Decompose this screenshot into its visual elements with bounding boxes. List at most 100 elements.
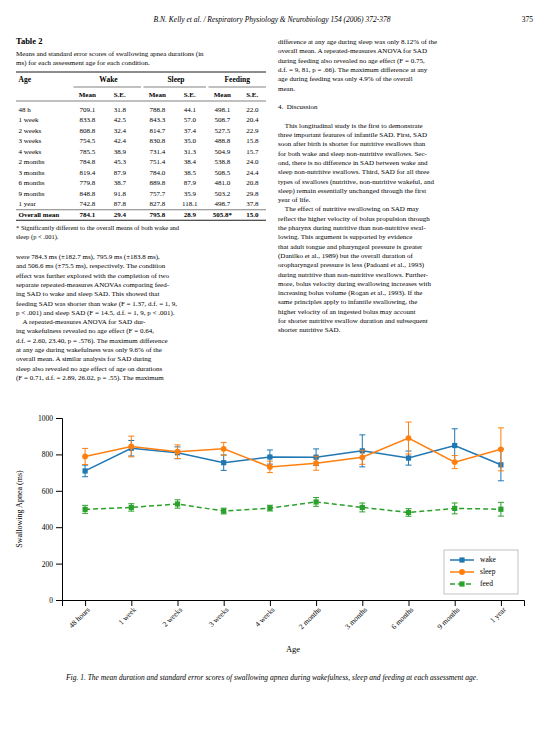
table-cell: 118.1 — [182, 200, 198, 208]
point — [406, 435, 412, 441]
text-line: d.f. = 2.60, 23.40, p = .576). The maxim… — [16, 337, 168, 345]
point — [314, 499, 319, 504]
text-line: ond, there is no difference in SAD betwe… — [278, 159, 428, 167]
table-rule — [144, 87, 207, 88]
table-cell: 38.5 — [184, 169, 197, 177]
chart: 0200400600800100048 hours1 week2 weeks3 … — [15, 414, 525, 682]
table-footnote: * Significantly different to the overall… — [16, 224, 180, 241]
table-rule — [74, 87, 142, 88]
table-cell: 35.9 — [184, 190, 197, 198]
point — [359, 454, 365, 460]
error-bar — [313, 498, 319, 507]
point — [175, 449, 181, 455]
y-tick: 0 — [49, 596, 62, 605]
error-bar — [82, 448, 88, 464]
error-bar — [267, 505, 273, 511]
text-line: sleep also revealed no age effect of age… — [16, 365, 163, 373]
series — [82, 498, 504, 517]
table-title: Table 2 — [16, 36, 42, 46]
text-line: The effect of nutritive swallowing on SA… — [278, 205, 419, 213]
text-line: separate repeated-measures ANOVAs compar… — [16, 281, 170, 289]
table-cell: 808.8 — [79, 127, 95, 135]
error-bar — [452, 456, 458, 469]
text-line: three important features of infantile SA… — [278, 131, 427, 139]
text-line: * Significantly different to the overall… — [16, 224, 180, 231]
table-cell: 31.8 — [114, 106, 127, 114]
table-cell: 784.1 — [79, 211, 95, 219]
table-cell: 709.1 — [79, 106, 95, 114]
table-cell: 29.4 — [114, 211, 127, 219]
table-cell: 830.8 — [149, 137, 165, 145]
tick-label: 200 — [42, 560, 54, 569]
table-rule — [16, 101, 266, 102]
table-cell: 843.3 — [149, 116, 165, 124]
legend-marker — [459, 569, 465, 575]
point — [406, 510, 411, 515]
table-cell: 784.8 — [79, 158, 95, 166]
tick-label: 4 weeks — [253, 605, 277, 629]
table-cell: 3 weeks — [19, 137, 42, 145]
x-tick: 3 weeks — [207, 600, 231, 629]
text-line: at any age during wakefulness was only 9… — [16, 346, 162, 354]
table-cell: 757.7 — [149, 190, 165, 198]
error-bar — [128, 504, 134, 511]
body-text: were 784.3 ms (±182.7 ms), 795.9 ms (±18… — [16, 253, 177, 382]
text-line: overall mean. A similar analysis for SAD… — [16, 355, 152, 363]
table-rule — [209, 87, 267, 88]
table-cell: 785.5 — [79, 148, 95, 156]
table-cell: 779.8 — [79, 179, 95, 187]
error-bar — [359, 450, 365, 464]
y-tick: 1000 — [38, 414, 62, 423]
point — [313, 460, 319, 466]
text-line: shorter nutritive SAD. — [278, 326, 341, 334]
table-subheader: S.E. — [114, 91, 126, 99]
text-line: higher velocity of an ingested bolus may… — [278, 308, 415, 316]
table-cell: 35.0 — [184, 137, 197, 145]
error-bar — [498, 502, 504, 516]
table-cell: 45.3 — [114, 158, 127, 166]
y-tick: 200 — [42, 560, 62, 569]
y-tick: 600 — [42, 487, 62, 496]
text-line: oropharyngeal pressure is less (Padoani … — [278, 261, 425, 269]
x-tick: 9 months — [435, 600, 461, 631]
table-cell: 508.7 — [214, 116, 230, 124]
table-cell: 795.8 — [149, 211, 165, 219]
table-cell: 2 weeks — [19, 127, 42, 135]
point — [498, 446, 504, 452]
text-line: that adult tongue and pharyngeal pressur… — [278, 243, 423, 251]
tick-label: 2 months — [297, 605, 323, 631]
table: Table 2Means and standard error scores o… — [16, 36, 266, 241]
text-line: increasing bolus volume (Rogan et al., 1… — [278, 289, 422, 297]
error-bar — [498, 428, 504, 471]
text-line: overall mean. A repeated-measures ANOVA … — [278, 47, 427, 55]
table-cell: 32.4 — [114, 127, 127, 135]
text-line: and 506.6 ms (±75.5 ms), respectively. T… — [16, 262, 166, 270]
text-line: ing wakefulness revealed no age effect (… — [16, 327, 154, 335]
table-cell: 751.4 — [149, 158, 165, 166]
point — [267, 464, 273, 470]
y-tick: 800 — [42, 450, 62, 459]
text-line: ms) for each assessment age for each con… — [16, 59, 150, 67]
tick-label: 400 — [42, 523, 54, 532]
text-line: feeding SAD was shorter than wake (F = 1… — [16, 300, 177, 308]
table-header: Wake — [99, 75, 118, 84]
error-bar — [406, 422, 412, 454]
table-cell: 508.5 — [214, 169, 230, 177]
point — [175, 501, 180, 506]
table-cell: 24.0 — [246, 158, 259, 166]
table-cell: 481.0 — [214, 179, 230, 187]
body-text: difference at any age during sleep was o… — [278, 38, 437, 334]
text-line: reflect the higher velocity of bolus pro… — [278, 215, 430, 223]
text-line: for shorter nutritive swallow duration a… — [278, 317, 428, 325]
y-axis: 0 200 400 600 800 1000 — [38, 414, 63, 605]
table-cell: 498.7 — [214, 200, 230, 208]
text-line: the pharynx during nutritive than non-nu… — [278, 224, 426, 232]
point — [82, 454, 88, 460]
table-cell: 819.4 — [79, 169, 95, 177]
table-cell: 28.9 — [184, 211, 197, 219]
axis-line — [63, 601, 525, 607]
text-line: types of swallows (nutritive, non-nutrit… — [278, 178, 434, 186]
x-tick: 1 year — [488, 600, 508, 625]
header-text: B.N. Kelly et al. / Respiratory Physiolo… — [154, 15, 391, 24]
table-cell: 814.7 — [149, 127, 165, 135]
